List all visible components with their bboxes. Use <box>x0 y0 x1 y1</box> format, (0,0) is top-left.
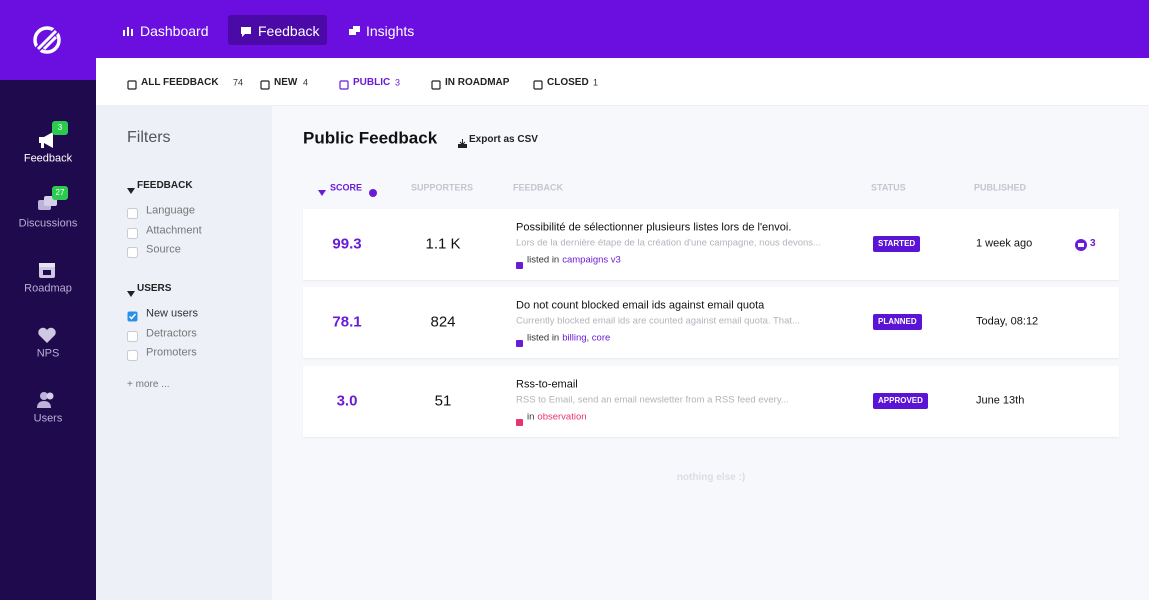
filters-panel <box>96 105 272 600</box>
supporters: 1.1 K <box>425 235 461 253</box>
nav-icon[interactable] <box>122 25 135 38</box>
sort-caret[interactable] <box>318 184 326 196</box>
export-icon[interactable] <box>458 135 467 148</box>
checkbox[interactable] <box>127 226 138 239</box>
nav-item[interactable]: Dashboard <box>140 23 209 39</box>
logo <box>33 26 61 54</box>
group-title: USERS <box>137 283 172 294</box>
list-prefix: listed in <box>527 332 560 344</box>
sidebar-label[interactable]: Users <box>33 412 63 425</box>
comment-icon[interactable] <box>1075 238 1087 251</box>
tab-icon[interactable] <box>533 77 543 90</box>
tab-bar <box>96 58 1149 106</box>
sidebar-icon[interactable] <box>36 259 58 281</box>
published: 1 week ago <box>976 237 1033 250</box>
status-badge: APPROVED <box>873 393 928 409</box>
sidebar-label[interactable]: NPS <box>36 347 60 360</box>
group-title: FEEDBACK <box>137 180 193 191</box>
sidebar-icon[interactable] <box>36 324 58 346</box>
feedback-card[interactable] <box>303 366 1119 437</box>
sidebar-icon[interactable] <box>36 389 58 411</box>
tab-icon[interactable] <box>260 77 270 90</box>
tab-label[interactable]: NEW <box>274 77 298 88</box>
published: June 13th <box>976 394 1025 407</box>
list-name[interactable]: billing, core <box>562 332 611 344</box>
checkbox[interactable] <box>127 348 138 361</box>
column-header[interactable]: FEEDBACK <box>513 182 564 193</box>
feedback-description: Lors de la dernière étape de la création… <box>516 237 821 249</box>
nav-icon[interactable] <box>348 25 361 38</box>
column-header[interactable]: STATUS <box>871 182 906 193</box>
nav-item[interactable]: Feedback <box>258 23 320 39</box>
tab-label[interactable]: ALL FEEDBACK <box>141 77 219 88</box>
sidebar-label[interactable]: Discussions <box>18 217 78 230</box>
checkbox[interactable] <box>127 309 138 322</box>
list-name[interactable]: observation <box>537 411 587 423</box>
score: 3.0 <box>336 392 358 410</box>
list-footer: nothing else :) <box>676 472 746 483</box>
checkbox[interactable] <box>127 329 138 342</box>
badge: 27 <box>52 186 68 200</box>
filter-option[interactable]: Language <box>146 204 195 217</box>
feedback-title[interactable]: Do not count blocked email ids against e… <box>516 299 765 312</box>
filter-option[interactable]: Source <box>146 243 181 256</box>
export-link[interactable]: Export as CSV <box>469 134 538 145</box>
list-prefix: listed in <box>527 254 560 266</box>
nav-item[interactable]: Insights <box>366 23 415 39</box>
more-filters[interactable]: + more ... <box>127 379 170 390</box>
supporters: 824 <box>430 313 456 331</box>
feedback-card[interactable] <box>303 287 1119 358</box>
tab-icon[interactable] <box>431 77 441 90</box>
badge: 3 <box>52 121 68 135</box>
comment-count[interactable]: 3 <box>1090 238 1096 249</box>
feedback-description: RSS to Email, send an email newsletter f… <box>516 394 789 406</box>
sidebar-icon[interactable] <box>36 129 58 151</box>
list-prefix: in <box>527 411 535 423</box>
filter-option[interactable]: Attachment <box>146 224 202 236</box>
status-badge: PLANNED <box>873 314 922 330</box>
group-caret <box>127 182 135 194</box>
feedback-card[interactable] <box>303 209 1119 280</box>
tab-count[interactable]: 1 <box>593 77 599 88</box>
list-icon <box>516 256 523 269</box>
list-icon <box>516 334 523 347</box>
feedback-description: Currently blocked email ids are counted … <box>516 315 800 327</box>
list-name[interactable]: campaigns v3 <box>562 254 621 266</box>
list-icon <box>516 413 523 426</box>
tab-count[interactable]: 3 <box>395 77 401 88</box>
status-badge: STARTED <box>873 236 921 252</box>
filter-option[interactable]: Promoters <box>146 346 197 359</box>
column-header[interactable]: PUBLISHED <box>974 182 1027 193</box>
tab-label[interactable]: PUBLIC <box>353 77 391 88</box>
column-header[interactable]: SUPPORTERS <box>411 182 474 193</box>
sidebar-label[interactable]: Feedback <box>23 152 73 165</box>
tab-label[interactable]: CLOSED <box>547 77 589 88</box>
info-icon <box>369 184 377 197</box>
supporters: 51 <box>434 392 452 410</box>
filters-title: Filters <box>127 129 171 146</box>
tab-count[interactable]: 4 <box>303 77 309 88</box>
checkbox[interactable] <box>127 206 138 219</box>
tab-icon[interactable] <box>339 77 349 90</box>
checkbox[interactable] <box>127 245 138 258</box>
feedback-title[interactable]: Rss-to-email <box>516 378 578 391</box>
column-header[interactable]: SCORE <box>330 182 363 193</box>
filter-option[interactable]: New users <box>146 307 198 320</box>
tab-label[interactable]: IN ROADMAP <box>445 77 510 88</box>
filter-option[interactable]: Detractors <box>146 327 197 339</box>
group-caret <box>127 285 135 297</box>
tab-count[interactable]: 74 <box>233 77 244 88</box>
tab-icon[interactable] <box>127 77 137 90</box>
sidebar-label[interactable]: Roadmap <box>24 282 72 295</box>
score: 78.1 <box>332 313 362 331</box>
page-title: Public Feedback <box>303 128 438 148</box>
published: Today, 08:12 <box>976 315 1039 328</box>
score: 99.3 <box>332 235 362 253</box>
nav-icon[interactable] <box>240 25 253 38</box>
feedback-title[interactable]: Possibilité de sélectionner plusieurs li… <box>516 221 792 234</box>
